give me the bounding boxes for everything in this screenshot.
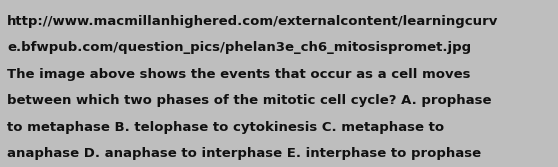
Text: http://www.macmillanhighered.com/externalcontent/learningcurv: http://www.macmillanhighered.com/externa… bbox=[7, 15, 499, 28]
Text: to metaphase B. telophase to cytokinesis C. metaphase to: to metaphase B. telophase to cytokinesis… bbox=[7, 121, 444, 134]
Text: The image above shows the events that occur as a cell moves: The image above shows the events that oc… bbox=[7, 68, 471, 81]
Text: e.bfwpub.com/question_pics/phelan3e_ch6_mitosispromet.jpg: e.bfwpub.com/question_pics/phelan3e_ch6_… bbox=[7, 41, 472, 54]
Text: between which two phases of the mitotic cell cycle? A. prophase: between which two phases of the mitotic … bbox=[7, 94, 492, 107]
Text: anaphase D. anaphase to interphase E. interphase to prophase: anaphase D. anaphase to interphase E. in… bbox=[7, 147, 482, 160]
